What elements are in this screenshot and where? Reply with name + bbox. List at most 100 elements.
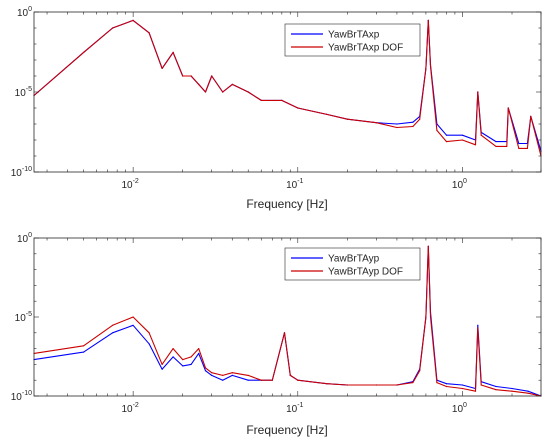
- data-point: [83, 345, 85, 347]
- data-point: [231, 83, 233, 85]
- ticks-layer: 10-2 10-1 100 100 10-5 10-10: [11, 6, 542, 191]
- series-layer: [33, 19, 542, 157]
- data-point: [445, 385, 448, 388]
- data-point: [161, 67, 163, 69]
- data-point: [419, 118, 421, 120]
- data-point: [511, 390, 513, 392]
- data-point: [83, 51, 85, 54]
- data-point: [326, 383, 328, 385]
- legend-label-0: YawBrTAxp: [328, 30, 380, 41]
- data-point: [495, 145, 497, 147]
- data-point: [506, 145, 508, 147]
- data-point: [495, 141, 497, 143]
- data-point: [172, 348, 174, 350]
- y-tick-label: 10-10: [11, 166, 32, 179]
- data-point: [480, 384, 482, 386]
- data-point: [247, 374, 249, 376]
- data-point: [271, 379, 273, 381]
- data-point: [527, 392, 529, 394]
- data-point: [112, 324, 114, 326]
- legend-label-1: YawBrTAxp DOF: [328, 43, 403, 54]
- data-point: [222, 379, 224, 381]
- x-tick-label: 10-1: [286, 178, 303, 191]
- data-point: [474, 390, 477, 392]
- legend: YawBrTAyp YawBrTAyp DOF: [284, 247, 421, 281]
- data-point: [375, 122, 377, 124]
- data-point: [231, 372, 233, 374]
- data-point: [172, 356, 174, 358]
- data-point: [477, 327, 479, 329]
- data-point: [211, 374, 213, 376]
- x-tick-label: 10-1: [286, 402, 303, 415]
- data-point: [112, 332, 114, 334]
- y-tick-label: 100: [17, 232, 32, 245]
- data-point: [526, 147, 529, 149]
- data-point: [507, 107, 509, 109]
- data-point: [445, 383, 448, 385]
- data-point: [518, 147, 520, 149]
- data-point: [260, 99, 262, 101]
- data-point: [375, 384, 377, 386]
- data-point: [477, 324, 479, 326]
- data-point: [427, 245, 429, 247]
- legend: YawBrTAxp YawBrTAxp DOF: [284, 23, 421, 57]
- x-tick-label: 100: [452, 178, 467, 191]
- data-point: [172, 51, 174, 54]
- data-point: [346, 118, 348, 120]
- data-point: [461, 387, 463, 390]
- data-point: [427, 19, 429, 21]
- data-point: [445, 141, 448, 143]
- data-point: [148, 332, 150, 334]
- data-point: [396, 384, 398, 386]
- data-point: [429, 65, 432, 67]
- data-point: [182, 75, 184, 77]
- data-point: [412, 121, 414, 123]
- data-point: [326, 113, 328, 115]
- data-point: [297, 379, 299, 381]
- legend-label-1: YawBrTAyp DOF: [328, 267, 403, 278]
- data-point: [289, 374, 291, 376]
- data-point: [83, 351, 85, 353]
- series-line-1: [33, 19, 542, 157]
- data-point: [148, 343, 150, 345]
- data-point: [396, 126, 398, 129]
- y-tick-label: 100: [17, 6, 32, 19]
- series-layer: [33, 245, 542, 397]
- data-point: [474, 144, 477, 146]
- data-point: [247, 379, 249, 381]
- data-point: [461, 139, 463, 141]
- data-point: [461, 134, 463, 136]
- data-point: [198, 83, 200, 85]
- data-point: [511, 387, 513, 390]
- data-point: [112, 27, 114, 29]
- data-point: [190, 356, 192, 358]
- data-point: [480, 134, 482, 136]
- data-point: [425, 67, 427, 69]
- x-tick-label: 10-2: [121, 402, 138, 415]
- data-point: [132, 324, 134, 326]
- data-point: [396, 123, 398, 125]
- legend-box: [284, 247, 421, 281]
- x-tick-label: 10-2: [121, 178, 138, 191]
- data-point: [211, 75, 213, 77]
- data-point: [148, 32, 150, 34]
- data-point: [247, 91, 249, 93]
- data-point: [198, 352, 200, 354]
- data-point: [477, 91, 479, 93]
- data-point: [346, 384, 348, 386]
- data-point: [283, 332, 286, 334]
- y-tick-label: 10-10: [11, 390, 32, 403]
- data-point: [132, 19, 134, 21]
- data-point: [161, 368, 163, 370]
- x-axis-label: Frequency [Hz]: [246, 197, 327, 211]
- data-point: [190, 75, 192, 77]
- legend-box: [284, 23, 421, 57]
- data-point: [530, 115, 532, 117]
- data-point: [527, 390, 529, 392]
- data-point: [204, 370, 207, 372]
- data-point: [182, 365, 184, 367]
- data-point: [412, 125, 414, 128]
- data-point: [222, 91, 224, 93]
- data-point: [429, 316, 432, 318]
- data-point: [132, 316, 134, 318]
